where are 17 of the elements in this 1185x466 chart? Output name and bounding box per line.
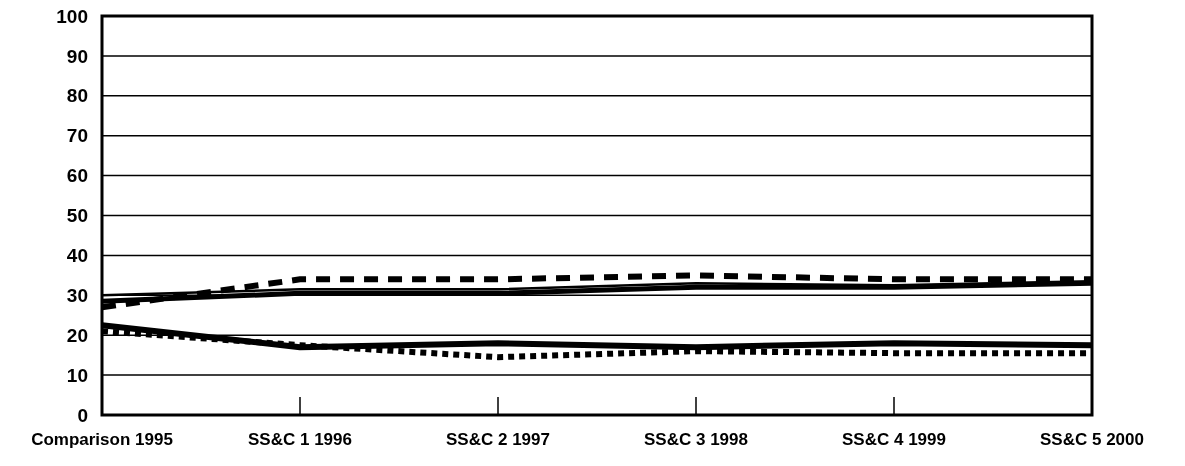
y-tick-label: 80 — [66, 85, 88, 107]
x-tick-label: SS&C 2 1997 — [446, 430, 550, 449]
x-tick-label: SS&C 4 1999 — [842, 430, 946, 449]
y-tick-label: 60 — [66, 165, 88, 187]
y-tick-label: 40 — [66, 245, 88, 267]
y-tick-label: 10 — [66, 364, 88, 386]
y-tick-label: 0 — [77, 404, 88, 426]
y-tick-label: 50 — [66, 205, 88, 227]
x-tick-label: SS&C 1 1996 — [248, 430, 352, 449]
x-tick-label: SS&C 3 1998 — [644, 430, 748, 449]
y-tick-label: 70 — [66, 125, 88, 147]
x-tick-label: Comparison 1995 — [31, 430, 173, 449]
y-tick-label: 20 — [66, 324, 88, 346]
y-tick-label: 100 — [56, 5, 88, 27]
x-tick-label: SS&C 5 2000 — [1040, 430, 1144, 449]
y-tick-label: 30 — [66, 284, 88, 306]
y-tick-label: 90 — [66, 45, 88, 67]
